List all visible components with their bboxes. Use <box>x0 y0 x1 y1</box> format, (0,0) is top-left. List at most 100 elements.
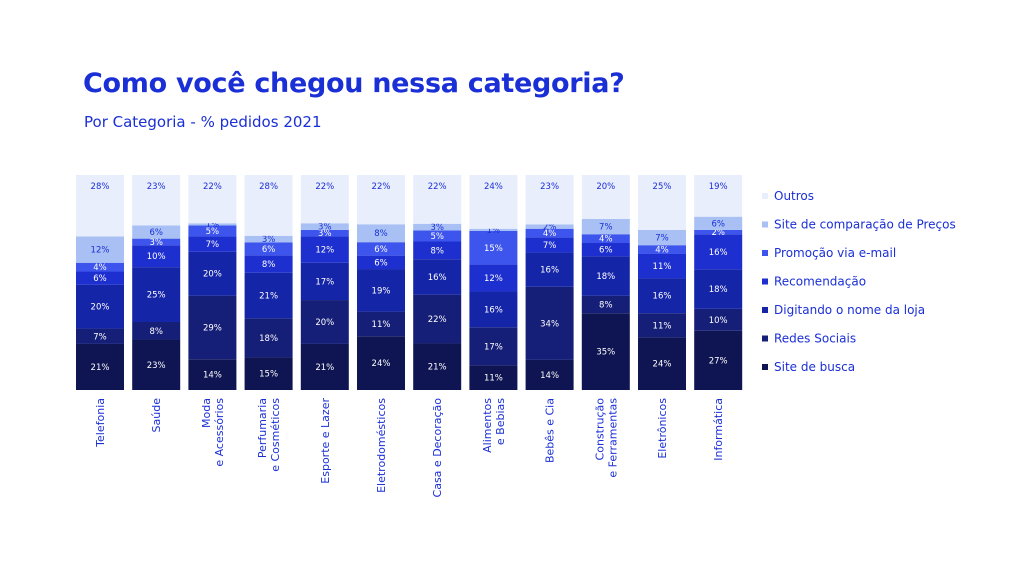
data-label: 22% <box>372 182 391 192</box>
data-label: 11% <box>372 320 391 330</box>
bar-segment <box>300 262 349 301</box>
bar-segment <box>694 175 743 217</box>
bar-segment <box>188 223 237 226</box>
bar-segment <box>469 228 518 231</box>
legend-swatch <box>762 193 768 199</box>
legend-label: Site de busca <box>774 360 855 374</box>
bar-segment <box>638 253 686 279</box>
data-label: 1% <box>487 226 501 236</box>
bar-segment <box>638 245 686 254</box>
data-label: 8% <box>430 246 444 256</box>
data-label: 19% <box>372 286 391 296</box>
bar-segment <box>525 286 574 360</box>
bar-segment <box>413 343 462 390</box>
legend-label: Site de comparação de Preços <box>774 218 956 232</box>
bar-segment <box>581 256 630 296</box>
bar-segment <box>413 223 462 231</box>
data-label: 16% <box>428 273 447 283</box>
bar-segment <box>300 175 349 224</box>
category-label: Bebês e Cia <box>544 398 557 463</box>
data-label: 20% <box>91 303 110 313</box>
bar-segment <box>76 284 124 329</box>
bar-segment <box>76 262 124 272</box>
legend-swatch <box>762 221 768 228</box>
bar-segment <box>525 175 574 225</box>
bar-segment <box>188 225 237 237</box>
bar-segment <box>581 218 630 235</box>
data-label: 23% <box>147 361 166 371</box>
category-label: Informática <box>712 398 725 461</box>
bar-segment <box>357 269 405 312</box>
data-label: 7% <box>543 241 557 251</box>
category-label: Casa e Decoração <box>431 398 444 498</box>
category-label: Saúde <box>150 398 163 433</box>
category-label: Esporte e Lazer <box>319 398 332 484</box>
bar-segment <box>581 243 630 257</box>
data-label: 5% <box>206 227 220 237</box>
data-label: 23% <box>540 182 559 192</box>
bar-segment <box>244 318 293 358</box>
bar-segment <box>132 238 181 246</box>
data-label: 4% <box>599 235 613 245</box>
data-label: 22% <box>428 182 447 192</box>
data-label: 11% <box>653 262 672 272</box>
bar-segment <box>357 311 405 337</box>
data-label: 6% <box>711 219 725 229</box>
bar-segment <box>525 224 574 229</box>
bar-segment <box>244 175 293 236</box>
legend-swatch <box>762 307 768 313</box>
bar-segment <box>132 267 181 322</box>
data-label: 18% <box>259 334 278 344</box>
bar-segment <box>244 255 293 273</box>
bar-segment <box>76 328 124 344</box>
category-label: Eletrodomésticos <box>375 398 388 493</box>
data-label: 22% <box>428 315 447 325</box>
data-label: 8% <box>262 260 276 270</box>
data-label: 15% <box>259 370 278 380</box>
bar-segment <box>357 175 405 225</box>
data-label: 24% <box>484 182 503 192</box>
bar-segment <box>694 216 743 230</box>
bar-segment <box>469 264 518 292</box>
chart-subtitle: Por Categoria - % pedidos 2021 <box>84 113 322 131</box>
data-label: 2% <box>543 223 557 233</box>
data-label: 16% <box>540 266 559 276</box>
bar-segment <box>300 343 349 390</box>
bar-segment <box>300 236 349 263</box>
data-label: 27% <box>709 356 728 366</box>
data-label: 12% <box>315 246 334 256</box>
category-label: Perfumaria <box>256 398 269 458</box>
data-label: 20% <box>203 270 222 280</box>
data-label: 6% <box>599 246 613 256</box>
data-label: 22% <box>315 182 334 192</box>
category-label: e Ferramentas <box>606 398 619 478</box>
bar-segment <box>694 229 743 235</box>
data-label: 6% <box>374 258 388 268</box>
data-label: 24% <box>653 360 672 370</box>
data-label: 34% <box>540 319 559 329</box>
bar-segment <box>132 321 181 340</box>
legend-swatch <box>762 278 768 285</box>
legend-swatch <box>762 335 768 342</box>
data-label: 35% <box>596 348 615 358</box>
data-label: 6% <box>93 274 107 284</box>
data-label: 4% <box>543 229 557 239</box>
bar-segment <box>188 295 237 360</box>
data-label: 16% <box>709 248 728 258</box>
data-label: 4% <box>93 263 107 273</box>
data-label: 17% <box>484 342 503 352</box>
data-label: 20% <box>315 318 334 328</box>
bar-segment <box>581 295 630 314</box>
data-label: 10% <box>147 252 166 262</box>
legend-label: Redes Sociais <box>774 332 856 346</box>
bar-segment <box>638 313 686 338</box>
bar-segment <box>76 271 124 285</box>
bar-segment <box>132 175 181 226</box>
bar-segment <box>413 294 462 344</box>
data-label: 25% <box>147 291 166 301</box>
bar-segment <box>638 229 686 246</box>
data-label: 14% <box>540 371 559 381</box>
data-label: 6% <box>149 228 163 238</box>
bar-segment <box>413 230 462 242</box>
